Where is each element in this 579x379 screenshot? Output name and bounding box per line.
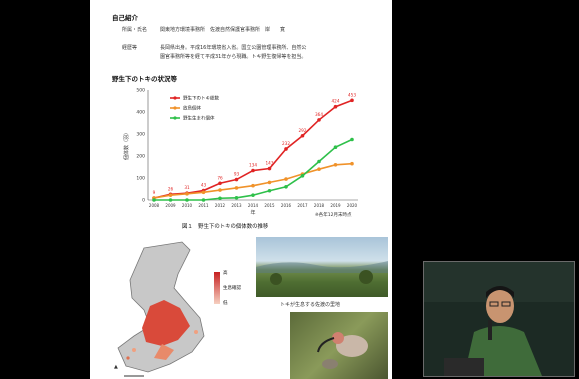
data-point (218, 181, 222, 186)
data-label: 143 (266, 161, 274, 166)
data-label: 134 (249, 163, 257, 168)
x-tick-label: 2019 (330, 203, 341, 208)
x-tick-label: 2011 (198, 203, 209, 208)
section-title-profile: 自己紹介 (112, 14, 138, 22)
legend-label: 野生生まれ個体 (183, 115, 215, 122)
svg-text:▲: ▲ (114, 364, 118, 370)
data-point (251, 183, 255, 188)
y-tick-label: 400 (136, 110, 145, 116)
x-tick-label: 2009 (165, 203, 176, 208)
figure-caption: 図１ 野生下のトキの個体数の推移 (182, 224, 269, 230)
legend-marker (173, 96, 177, 100)
data-label: 453 (348, 92, 356, 97)
data-point (218, 196, 222, 201)
data-point (317, 159, 321, 164)
data-point (234, 186, 239, 190)
data-point (284, 177, 288, 181)
data-point (168, 193, 173, 197)
data-point (300, 174, 305, 178)
legend-label: 放鳥個体 (183, 105, 201, 112)
x-tick-label: 2017 (297, 203, 308, 208)
career-label: 経歴等 (122, 45, 138, 51)
data-label: 93 (234, 172, 240, 177)
speaker-video-inset (423, 261, 575, 377)
data-point (333, 163, 338, 167)
data-point (168, 198, 173, 202)
data-point (284, 147, 288, 151)
x-tick-label: 2013 (231, 203, 242, 208)
data-point (317, 118, 321, 122)
x-tick-label: 2008 (149, 203, 160, 208)
data-point (234, 196, 239, 200)
legend-label: 野生下のトキ総数 (183, 95, 219, 102)
x-tick-label: 2015 (264, 203, 275, 208)
data-label: 9 (153, 190, 156, 195)
sado-habitat-map: ▲ (114, 241, 205, 377)
legend-high: 高 (223, 271, 228, 276)
x-tick-label: 2010 (182, 203, 193, 208)
data-point (350, 161, 354, 166)
photo-caption-habitat: トキが生息する佐渡の里地 (280, 302, 341, 308)
figure-note: ※各年12月末時点 (315, 213, 352, 218)
data-point (350, 137, 354, 142)
y-tick-label: 300 (136, 132, 145, 138)
data-point (300, 133, 305, 138)
map-legend-bar (214, 272, 220, 304)
x-tick-label: 2012 (215, 203, 226, 208)
legend-marker (173, 116, 177, 120)
data-point (267, 188, 272, 193)
data-point (284, 185, 288, 189)
data-point (185, 198, 189, 202)
legend-marker (173, 106, 177, 110)
x-tick-label: 2014 (248, 203, 259, 208)
x-tick-label: 2020 (347, 203, 358, 208)
presentation-slide: 自己紹介 所属・氏名 関東地方環境事務所 佐渡自然保護官事務所 岸 寛 経歴等 … (90, 0, 392, 379)
data-point (185, 192, 189, 196)
data-label: 292 (299, 128, 307, 133)
data-point (152, 198, 156, 202)
data-point (333, 145, 338, 149)
affiliation-label: 所属・氏名 (122, 27, 148, 33)
data-point (267, 180, 272, 185)
data-label: 31 (184, 185, 190, 190)
career-line-1: 長岡県出身。平成16年環境省入省。国立公園管理事務所、自然公 (160, 45, 307, 51)
data-point (267, 166, 272, 171)
data-label: 424 (332, 99, 340, 104)
legend-low: 低 (223, 301, 228, 306)
data-point (234, 177, 239, 182)
y-tick-label: 500 (136, 88, 145, 94)
affiliation-value: 関東地方環境事務所 佐渡自然保護官事務所 岸 寛 (160, 27, 286, 33)
ibis-population-chart: 0 100 200 300 400 500 2008 2009 2010 2011 2012 2013… (123, 88, 358, 216)
y-tick-label: 200 (136, 154, 145, 160)
data-point (350, 98, 354, 103)
data-point (251, 168, 255, 173)
x-axis-label: 年 (250, 209, 255, 216)
data-label: 364 (315, 112, 323, 117)
y-tick-label: 100 (136, 176, 145, 182)
data-point (333, 104, 338, 109)
ibis-photo (290, 312, 388, 379)
data-point (218, 188, 222, 192)
data-point (317, 167, 321, 171)
x-tick-label: 2018 (314, 203, 325, 208)
data-label: 232 (282, 141, 290, 146)
y-axis-label: 個体数（羽） (123, 130, 130, 160)
data-label: 43 (201, 183, 207, 188)
data-label: 76 (217, 175, 223, 180)
data-point (201, 190, 206, 195)
section-title-ibis-status: 野生下のトキの状況等 (112, 75, 177, 83)
data-point (251, 193, 255, 197)
landscape-photo (256, 237, 388, 297)
legend-mid: 生息確認 (223, 286, 241, 291)
data-label: 26 (168, 186, 174, 191)
y-tick-label: 0 (142, 198, 145, 204)
data-point (201, 198, 206, 202)
career-line-2: 園官事務所等を経て平成31年から現職。トキ野生復帰等を担当。 (160, 54, 307, 60)
x-tick-label: 2016 (281, 203, 292, 208)
